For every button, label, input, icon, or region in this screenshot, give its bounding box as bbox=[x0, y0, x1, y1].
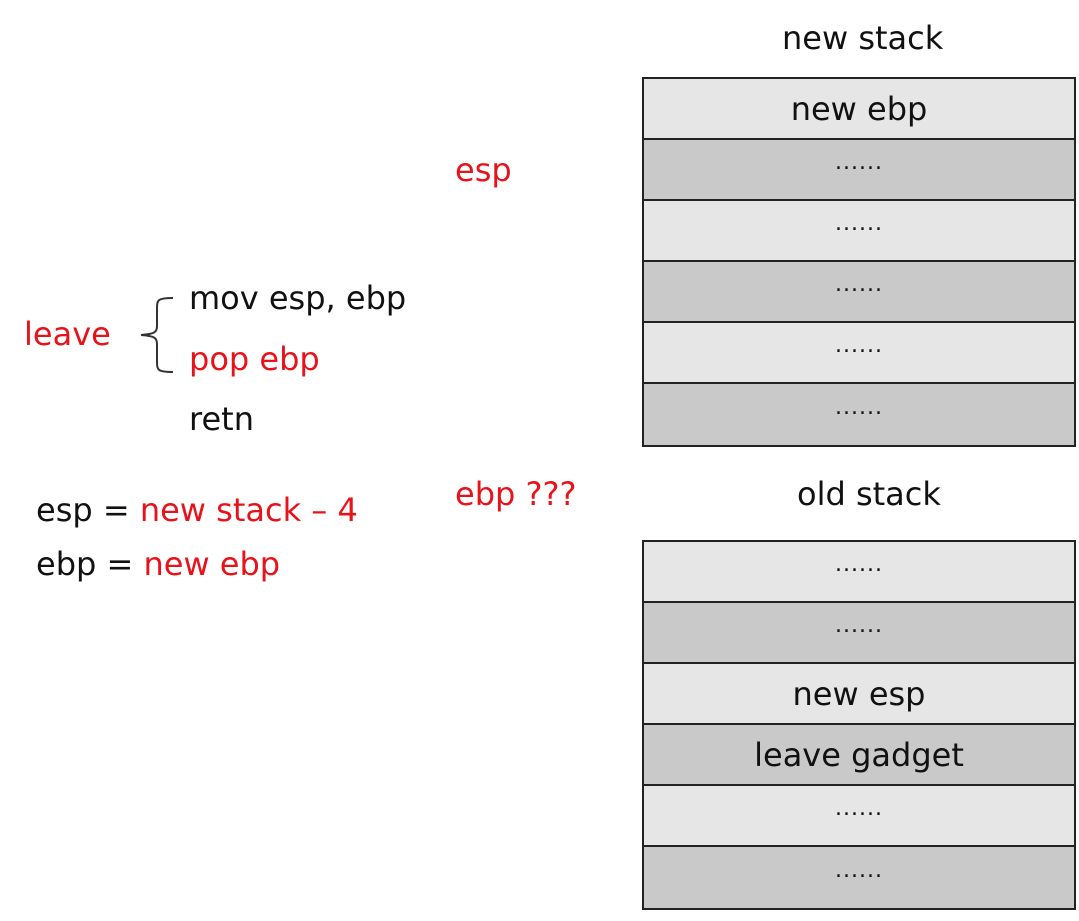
new-stack: new ebp.............................. bbox=[642, 77, 1076, 447]
new-stack-cell-2: ...... bbox=[644, 201, 1074, 262]
old-stack-cell-0: ...... bbox=[644, 542, 1074, 603]
new-stack-cell-3: ...... bbox=[644, 262, 1074, 323]
esp-pointer-label: esp bbox=[455, 151, 512, 189]
ebp-equation-rhs: new ebp bbox=[143, 545, 281, 583]
new-stack-cell-0: new ebp bbox=[644, 79, 1074, 140]
new-stack-title: new stack bbox=[782, 19, 944, 57]
esp-equation-lhs: esp = bbox=[36, 491, 140, 529]
new-stack-cell-4: ...... bbox=[644, 323, 1074, 384]
old-stack-cell-3: leave gadget bbox=[644, 725, 1074, 786]
instruction-pop: pop ebp bbox=[189, 340, 320, 378]
old-stack-cell-5: ...... bbox=[644, 847, 1074, 908]
instruction-retn: retn bbox=[189, 400, 254, 438]
new-stack-cell-1: ...... bbox=[644, 140, 1074, 201]
old-stack-title: old stack bbox=[797, 475, 941, 513]
new-stack-cell-5: ...... bbox=[644, 384, 1074, 445]
curly-brace-icon bbox=[140, 297, 174, 373]
old-stack: ............ new esp leave gadget.........… bbox=[642, 540, 1076, 910]
ebp-pointer-label: ebp ??? bbox=[455, 475, 577, 513]
esp-equation: esp = new stack – 4 bbox=[36, 494, 358, 526]
old-stack-cell-2: new esp bbox=[644, 664, 1074, 725]
ebp-equation: ebp = new ebp bbox=[36, 548, 280, 580]
leave-label: leave bbox=[24, 315, 111, 353]
old-stack-cell-4: ...... bbox=[644, 786, 1074, 847]
old-stack-cell-1: ...... bbox=[644, 603, 1074, 664]
instruction-mov: mov esp, ebp bbox=[189, 279, 407, 317]
esp-equation-rhs: new stack – 4 bbox=[139, 491, 358, 529]
ebp-equation-lhs: ebp = bbox=[36, 545, 144, 583]
